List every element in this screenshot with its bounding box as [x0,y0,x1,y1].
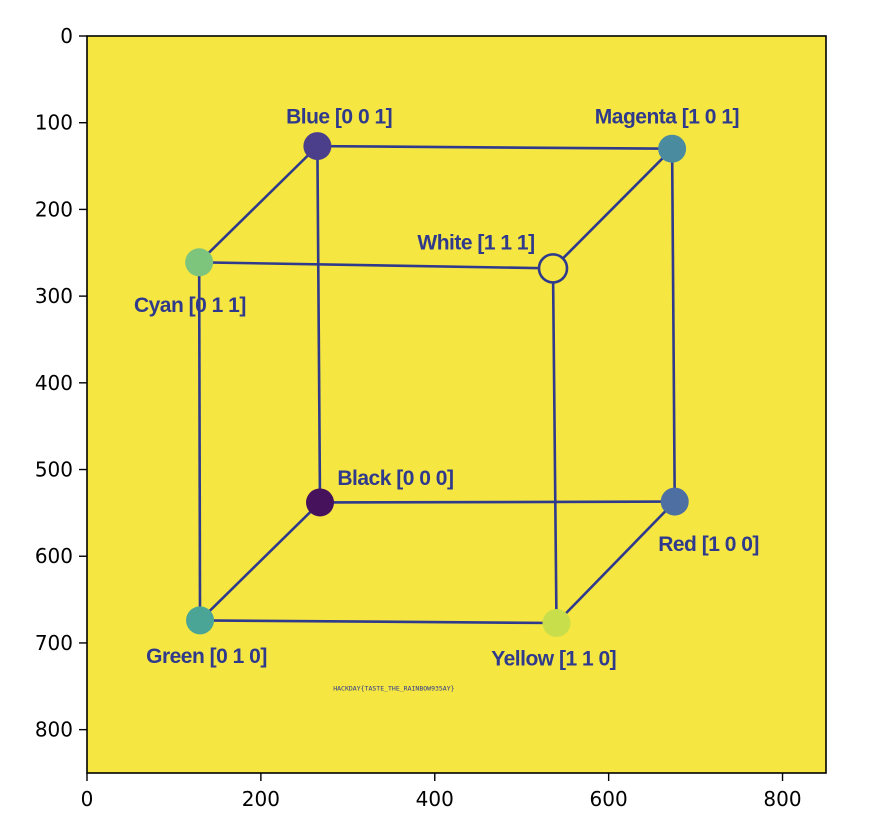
label-white: White [1 1 1] [417,231,534,254]
x-tick-label-400: 400 [416,787,454,811]
vertex-cyan [185,248,214,277]
y-tick-label-300: 300 [35,284,73,308]
edge-black-red [319,500,675,504]
vertex-white [537,253,569,284]
annotation-0: HACKDAY{TASTE_THE_RAINBOW935AY} [333,685,454,693]
x-tick-label-600: 600 [590,787,628,811]
edge-black-green [199,501,321,622]
vertex-red [660,487,689,516]
edge-blue-cyan [198,145,319,264]
plot-area [87,36,826,773]
edge-white-yellow [551,268,558,624]
vertex-blue [303,132,332,161]
vertex-green [186,606,215,635]
x-tick-label-0: 0 [81,787,94,811]
y-tick-label-800: 800 [35,718,73,742]
y-tick-label-600: 600 [35,544,73,568]
label-cyan: Cyan [0 1 1] [134,294,246,317]
y-tick-label-100: 100 [35,111,73,135]
label-blue: Blue [0 0 1] [286,106,392,129]
plot-frame [86,35,827,774]
x-tick-label-200: 200 [242,787,280,811]
y-tick-label-200: 200 [35,197,73,221]
y-tick-label-400: 400 [35,371,73,395]
y-tick-label-700: 700 [35,631,73,655]
y-axis: 0 100 200 300 400 500 600 700 800 [35,24,87,742]
y-tick-label-0: 0 [60,24,73,48]
y-tick-label-500: 500 [35,458,73,482]
vertex-magenta [658,134,687,163]
label-black: Black [0 0 0] [337,467,453,490]
edge-magenta-white [552,147,674,270]
annotations: HACKDAY{TASTE_THE_RAINBOW935AY} [333,685,454,693]
edge-magenta-red [670,148,677,502]
cube-edges [197,144,677,625]
vertex-labels: Blue [0 0 1] Magenta [1 0 1] Cyan [0 1 1] W… [134,106,759,671]
vertex-yellow [542,608,571,637]
label-green: Green [0 1 0] [146,645,267,668]
cube-vertices [185,132,689,637]
x-tick-label-800: 800 [763,787,801,811]
edge-cyan-white [199,261,554,270]
edge-blue-magenta [317,144,673,151]
x-axis: 0 200 400 600 800 [81,773,802,811]
label-yellow: Yellow [1 1 0] [491,648,616,671]
edge-cyan-green [197,262,202,621]
edge-blue-black [316,146,322,503]
label-magenta: Magenta [1 0 1] [595,106,739,129]
label-red: Red [1 0 0] [658,533,759,556]
edge-green-yellow [200,619,557,625]
edge-red-yellow [555,500,676,624]
vertex-black [306,488,335,517]
